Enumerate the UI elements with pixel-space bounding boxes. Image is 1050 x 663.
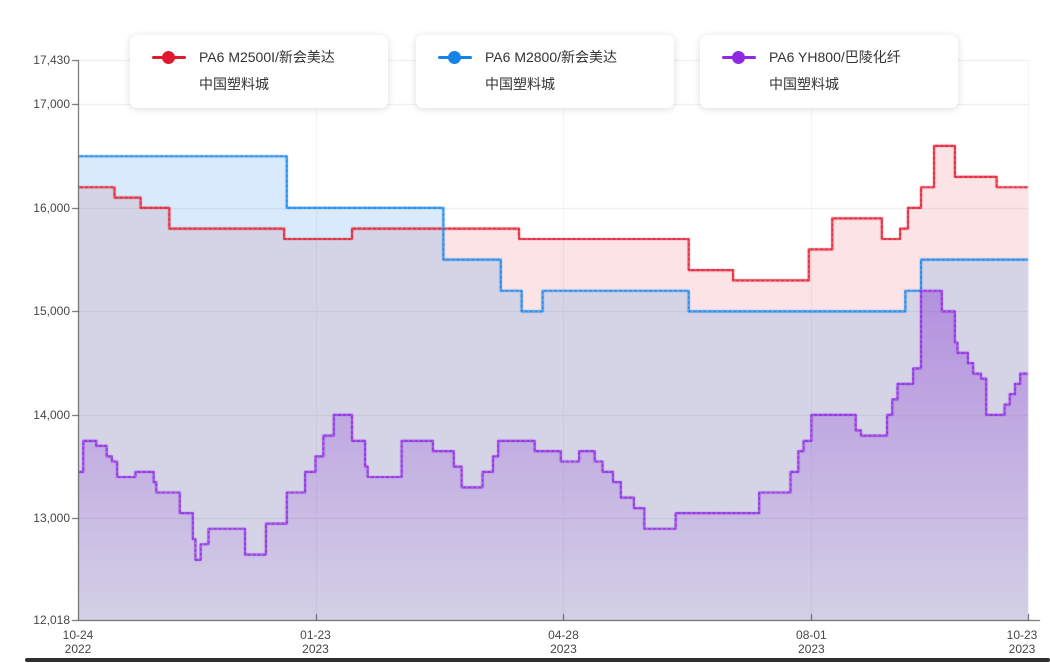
series-marker-blue-icon [438, 51, 472, 64]
y-axis-tick-label: 17,430 [33, 53, 70, 67]
legend-series-market: 中国塑料城 [199, 76, 269, 92]
x-axis-tick-label: 10-24 2022 [62, 628, 94, 656]
legend-item-pa6-m2800[interactable]: PA6 M2800/新会美达 中国塑料城 [416, 35, 674, 108]
y-axis-tick-label: 15,000 [33, 304, 70, 319]
x-axis-tick-label: 04-28 2023 [548, 628, 579, 656]
x-axis-tick-label: 08-01 2023 [796, 628, 827, 656]
y-axis-tick-label: 12,018 [33, 613, 70, 627]
x-axis-tick-label: 10-23 2023 [1006, 628, 1038, 656]
series-marker-red-icon [152, 51, 186, 64]
legend-series-name: PA6 M2500I/新会美达 [199, 49, 335, 65]
horizontal-scrollbar[interactable] [25, 658, 1050, 662]
legend-series-market: 中国塑料城 [485, 76, 555, 92]
y-axis-tick-label: 17,000 [33, 97, 70, 112]
legend-item-pa6-yh800[interactable]: PA6 YH800/巴陵化纤 中国塑料城 [700, 35, 958, 108]
x-axis-tick-label: 01-23 2023 [300, 628, 331, 656]
legend-item-pa6-m2500i[interactable]: PA6 M2500I/新会美达 中国塑料城 [130, 35, 388, 108]
y-axis-tick-label: 14,000 [33, 407, 70, 422]
legend-series-name: PA6 M2800/新会美达 [485, 49, 618, 65]
series-marker-purple-icon [722, 51, 756, 64]
y-axis-tick-label: 16,000 [33, 200, 70, 215]
legend-series-market: 中国塑料城 [769, 76, 839, 92]
legend-series-name: PA6 YH800/巴陵化纤 [769, 49, 901, 65]
y-axis-tick-label: 13,000 [33, 511, 70, 526]
